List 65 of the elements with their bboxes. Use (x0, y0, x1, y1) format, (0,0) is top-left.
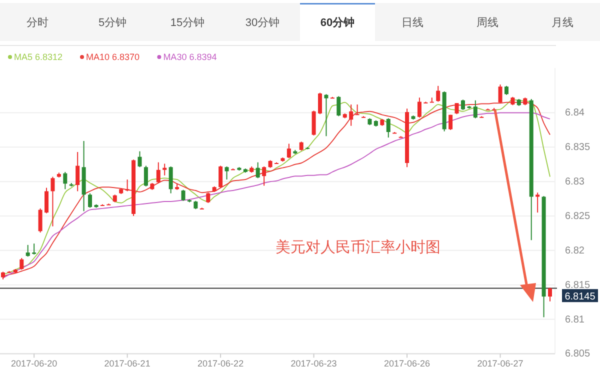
text: 60分钟 (320, 16, 355, 29)
x-tick-label: 2017-06-26 (384, 358, 430, 369)
candlestick (32, 243, 36, 256)
text: 月线 (552, 16, 574, 29)
candlestick (548, 287, 552, 302)
candlestick (218, 165, 223, 188)
candlestick (473, 100, 478, 119)
candlestick (138, 150, 142, 168)
candlestick (349, 104, 354, 126)
candlestick (324, 94, 328, 137)
candlestick (156, 162, 160, 184)
candlestick (50, 176, 55, 227)
x-tick-label: 2017-06-27 (477, 358, 524, 369)
candlestick (224, 166, 229, 180)
x-tick-label: 2017-06-22 (198, 358, 244, 369)
candlestick (536, 192, 540, 214)
candlestick (417, 97, 422, 118)
text: 30分钟 (245, 17, 280, 29)
y-tick-label: 6.825 (565, 211, 590, 222)
candlestick (336, 96, 341, 117)
candlestick (125, 179, 130, 192)
candlestick (44, 187, 49, 214)
candlestick (20, 258, 24, 270)
y-tick-label: 6.805 (565, 348, 590, 360)
y-tick-label: 6.84 (565, 108, 585, 119)
candlestick (26, 244, 30, 258)
candlestick (162, 163, 167, 176)
candlestick (355, 104, 360, 116)
candlestick (88, 192, 92, 208)
candlestick (312, 110, 316, 136)
y-tick-label: 6.835 (565, 142, 590, 154)
x-tick-label: 2017-06-23 (290, 358, 337, 369)
candlestick (460, 99, 465, 110)
candlestick (436, 85, 440, 102)
candlestick (448, 114, 453, 130)
y-tick-label: 6.83 (565, 176, 585, 188)
y-tick-label: 6.82 (565, 245, 585, 256)
candlestick (498, 84, 502, 104)
text: 日线 (402, 16, 424, 29)
candlestick (318, 92, 322, 115)
candlestick (63, 171, 68, 190)
candlestick (286, 143, 291, 159)
legend-label: MA10 6.8370 (86, 52, 140, 62)
legend-label: MA30 6.8394 (163, 52, 217, 62)
candlestick (181, 189, 186, 202)
text: 15分钟 (170, 17, 205, 29)
candlestick (262, 166, 266, 186)
text: 分时 (26, 16, 48, 29)
text: 周线 (476, 16, 498, 29)
x-tick-label: 2017-06-20 (11, 358, 58, 369)
candlestick (38, 208, 42, 234)
legend-label: MA5 6.8312 (14, 52, 63, 62)
candlestick (454, 102, 459, 115)
x-tick-label: 2017-06-21 (104, 358, 150, 369)
y-tick-label: 6.815 (565, 280, 590, 291)
candlestick (168, 166, 173, 194)
candlestick (256, 162, 260, 179)
candlestick (386, 118, 390, 138)
candlestick (206, 192, 210, 204)
text: 5分钟 (98, 17, 127, 29)
candlestick (144, 165, 148, 187)
candlestick (76, 151, 80, 192)
ref-line-label: 6.8145 (564, 291, 596, 302)
annotation: 美元对人民币汇率小时图 (276, 239, 440, 256)
y-tick-label: 6.81 (565, 314, 585, 326)
